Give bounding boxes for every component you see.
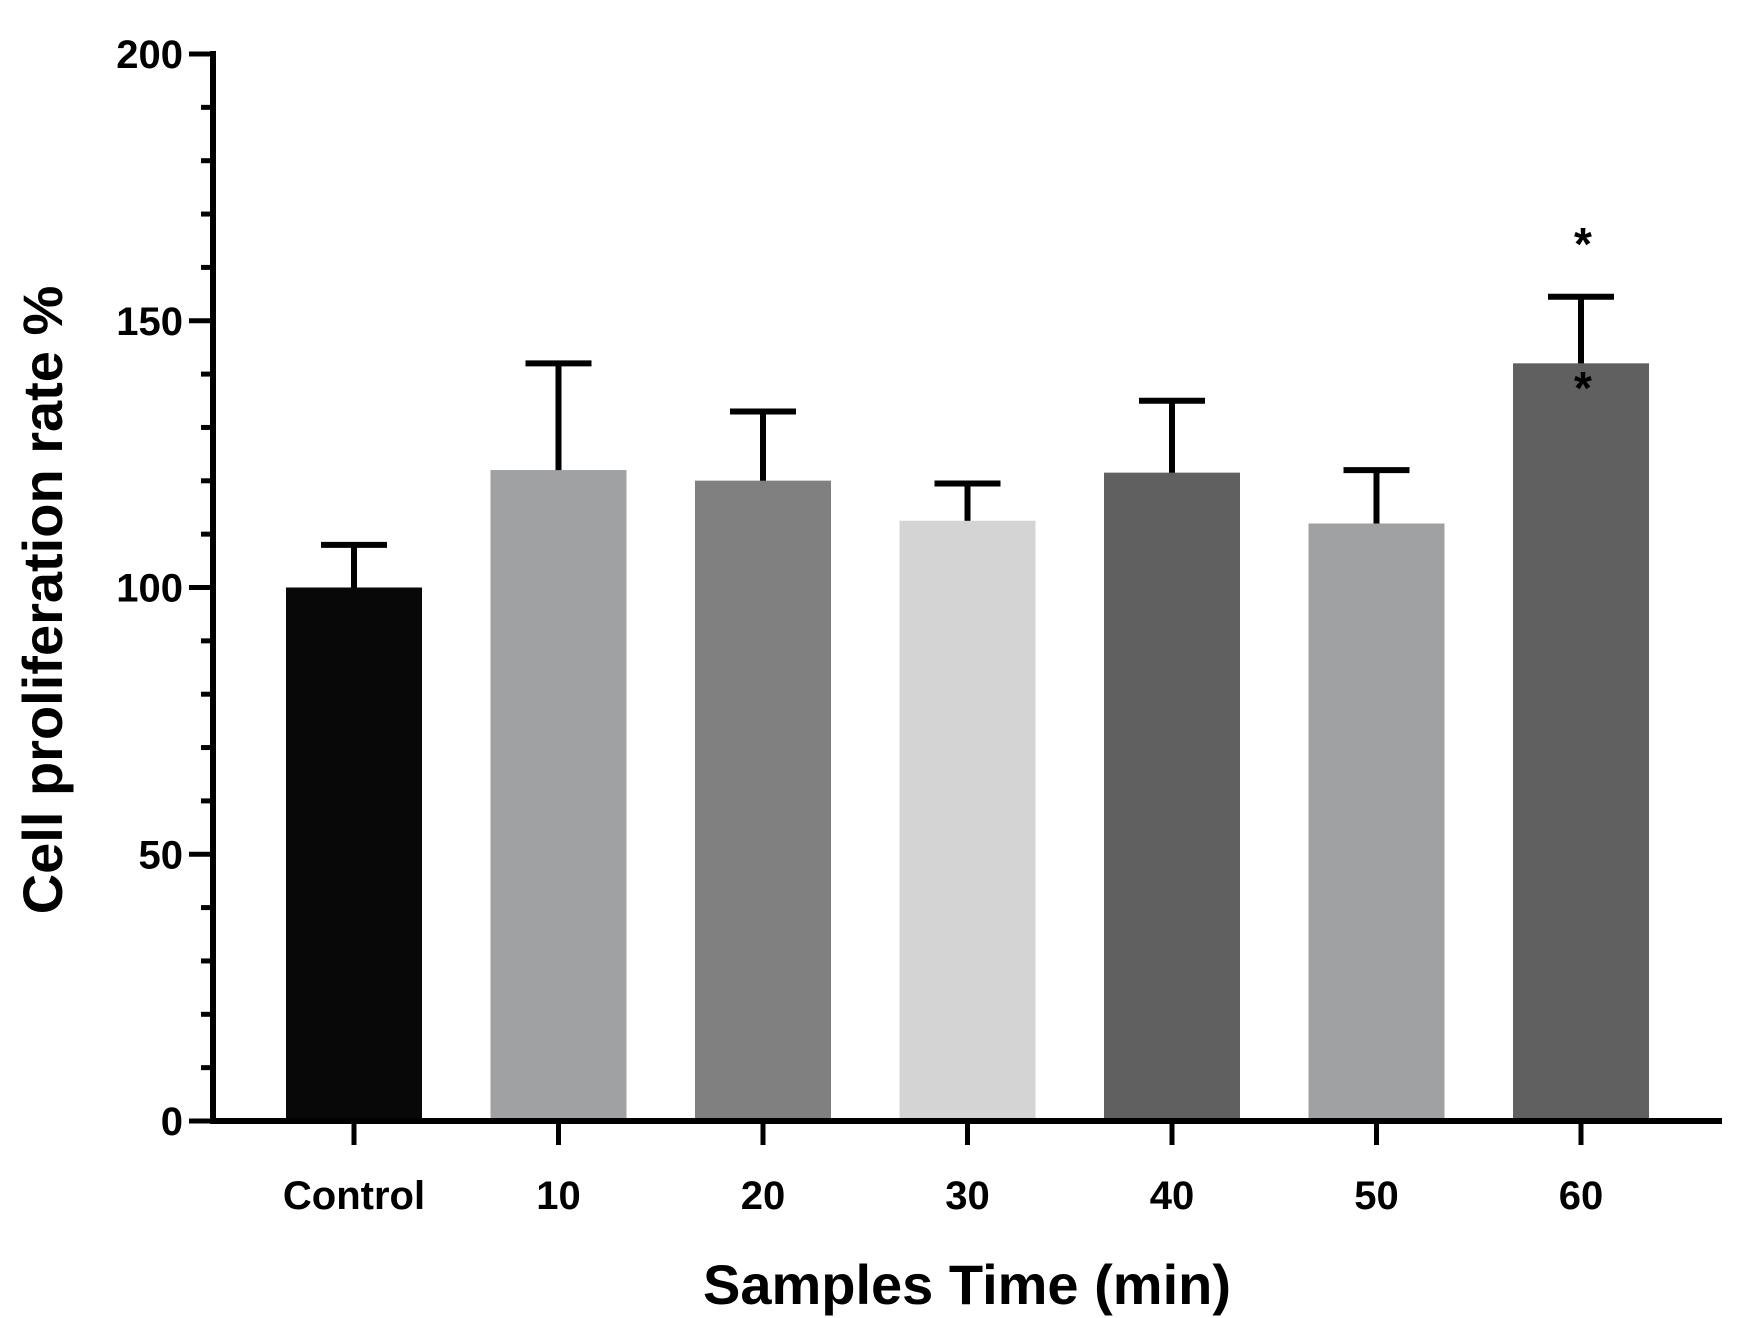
- x-tick-label: 50: [1354, 1174, 1399, 1218]
- significance-asterisk: *: [1574, 218, 1592, 270]
- error-bars: [321, 293, 1614, 588]
- x-tick-label: 30: [945, 1174, 990, 1218]
- x-axis-ticks: Control 10 20 30 40 50 60: [283, 1121, 1603, 1218]
- bar-30: [899, 520, 1036, 1121]
- bars: [286, 363, 1649, 1121]
- x-tick-label: 60: [1559, 1174, 1604, 1218]
- y-tick-label: 150: [116, 300, 183, 344]
- x-tick-label: 40: [1150, 1174, 1195, 1218]
- bar-20: [695, 480, 831, 1121]
- significance-annotations: **: [1574, 218, 1592, 414]
- y-axis-title: Cell proliferation rate %: [11, 286, 74, 915]
- bar-10: [490, 470, 627, 1121]
- y-tick-label: 50: [139, 833, 184, 877]
- x-tick-label: 20: [741, 1174, 786, 1218]
- significance-asterisk: *: [1574, 362, 1592, 414]
- y-tick-label: 0: [161, 1100, 183, 1144]
- bar-60: [1513, 363, 1649, 1121]
- bar-40: [1104, 472, 1240, 1121]
- x-axis-title: Samples Time (min): [703, 1253, 1231, 1316]
- x-tick-label: Control: [283, 1174, 425, 1218]
- x-tick-label: 10: [536, 1174, 581, 1218]
- y-tick-label: 200: [116, 33, 183, 77]
- y-tick-label: 100: [116, 567, 183, 611]
- y-axis-ticks: 0 50 100 150 200: [116, 33, 213, 1144]
- bar-50: [1308, 523, 1445, 1121]
- bar-control: [286, 587, 422, 1121]
